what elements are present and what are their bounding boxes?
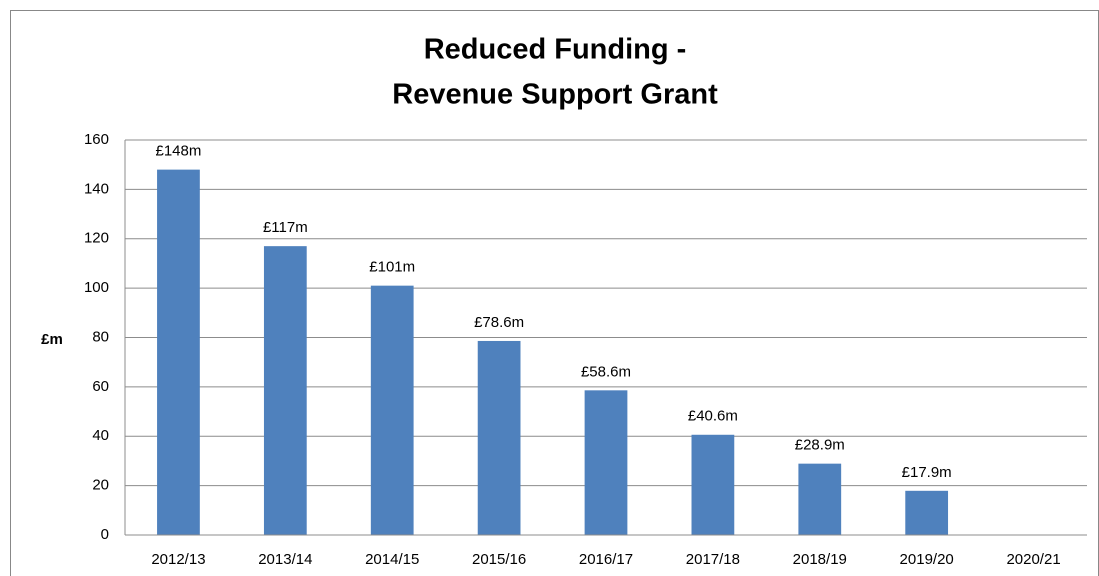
y-tick-label: 80 (92, 328, 109, 345)
bar (157, 169, 200, 535)
x-tick-label: 2016/17 (579, 551, 633, 568)
x-tick-label: 2020/21 (1006, 551, 1060, 568)
value-label: £117m (263, 219, 308, 236)
x-tick-label: 2017/18 (686, 551, 740, 568)
y-tick-label: 160 (84, 131, 109, 148)
y-tick-label: 40 (92, 427, 109, 444)
x-tick-label: 2019/20 (900, 551, 954, 568)
bar (905, 490, 949, 535)
bar (263, 246, 307, 535)
y-tick-label: 100 (84, 279, 109, 296)
x-tick-label: 2015/16 (472, 551, 526, 568)
y-tick-label: 60 (92, 378, 109, 395)
bar (691, 434, 735, 535)
bar (370, 285, 414, 535)
y-tick-label: 0 (101, 526, 109, 543)
x-tick-label: 2014/15 (365, 551, 419, 568)
bar (584, 390, 628, 535)
y-tick-label: 120 (84, 230, 109, 247)
y-axis-label: £m (41, 331, 63, 348)
value-label: £28.9m (795, 437, 845, 454)
y-tick-label: 20 (92, 477, 109, 494)
value-label: £40.6m (688, 408, 738, 425)
x-tick-label: 2013/14 (258, 551, 312, 568)
value-label: £17.9m (902, 464, 952, 481)
value-label: £148m (156, 143, 202, 160)
value-label: £58.6m (581, 363, 631, 380)
y-tick-label: 140 (84, 180, 109, 197)
bar (477, 340, 521, 535)
chart-title: Reduced Funding - (424, 34, 687, 66)
bar (798, 463, 842, 535)
x-tick-label: 2012/13 (151, 551, 205, 568)
value-label: £101m (369, 259, 415, 276)
x-tick-label: 2018/19 (793, 551, 847, 568)
value-label: £78.6m (474, 314, 524, 331)
chart-title: Revenue Support Grant (392, 79, 718, 111)
